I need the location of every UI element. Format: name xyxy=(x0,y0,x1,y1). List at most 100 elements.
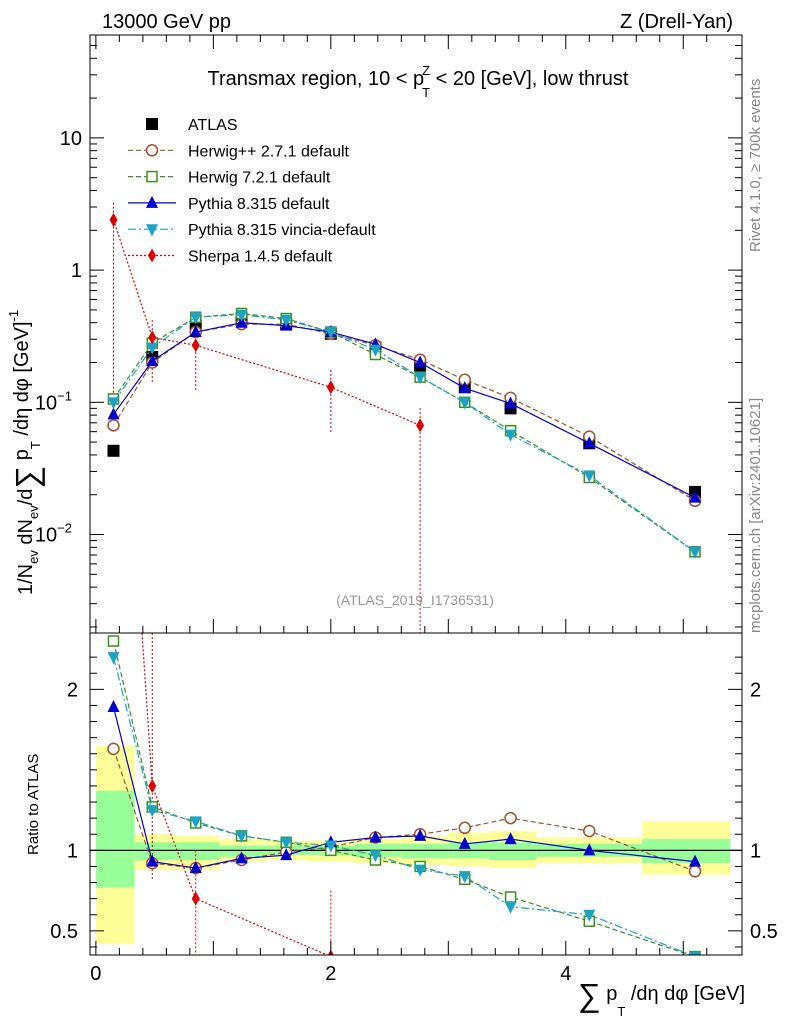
legend-label: Pythia 8.315 vincia-default xyxy=(188,222,376,239)
main-point-pythia-8-315-default xyxy=(583,436,596,449)
legend-label: ATLAS xyxy=(188,117,238,134)
ratio-ytick-label-right: 0.5 xyxy=(750,921,778,943)
ratio-point-pythia-8-315-vincia-default xyxy=(504,901,517,914)
main-point-pythia-8-315-vincia-default xyxy=(146,342,159,355)
main-line-herwig-2-7-1-default xyxy=(112,323,696,502)
ratio-line-pythia-8-315-vincia-default xyxy=(112,657,693,955)
ratio-line-pythia-8-315-default xyxy=(112,706,696,869)
ratio-point-pythia-8-315-default xyxy=(689,854,702,867)
legend-label: Herwig++ 2.7.1 default xyxy=(188,143,350,160)
ratio-ytick-label-right: 1 xyxy=(750,840,761,862)
ratio-point-pythia-8-315-default xyxy=(189,861,202,874)
main-point-sherpa-1-4-5-default xyxy=(109,212,118,227)
main-point-herwig-2-7-1-default xyxy=(107,419,120,432)
main-point-pythia-8-315-default xyxy=(107,407,120,420)
legend-marker xyxy=(146,118,158,130)
band-green xyxy=(219,845,267,857)
ratio-series-pythia-8-315-vincia-default xyxy=(107,652,702,955)
main-ytick-label: 10 xyxy=(60,128,82,150)
ratio-point-pythia-8-315-vincia-default xyxy=(414,864,427,877)
legend-marker xyxy=(145,144,159,157)
main-ytick-label: 10−2 xyxy=(35,521,72,547)
ratio-ytick-label: 2 xyxy=(67,679,78,701)
ratio-point-pythia-8-315-default xyxy=(146,854,159,867)
main-point-pythia-8-315-default xyxy=(458,381,471,394)
xlabel: ∑ pT /dη dφ [GeV] xyxy=(578,977,745,1019)
xtick-label: 2 xyxy=(325,963,336,985)
legend-label: Sherpa 1.4.5 default xyxy=(188,249,333,266)
main-point-pythia-8-315-vincia-default xyxy=(369,344,382,357)
band-green xyxy=(642,839,731,864)
main-point-sherpa-1-4-5-default xyxy=(148,330,157,345)
ratio-point-sherpa-1-4-5-default xyxy=(191,891,200,906)
chart-title: Transmax region, 10 < pZ T < 20 [GeV], lo… xyxy=(208,63,629,100)
ratio-point-pythia-8-315-default xyxy=(583,843,596,856)
main-point-pythia-8-315-vincia-default xyxy=(504,429,517,442)
ratio-ytick-label-right: 2 xyxy=(750,679,761,701)
uncertainty-bands xyxy=(95,745,731,944)
legend-entry-herwig-2-7-1-default: Herwig++ 2.7.1 default xyxy=(128,143,350,160)
main-series-pythia-8-315-default xyxy=(107,315,702,503)
main-point-pythia-8-315-default xyxy=(414,355,427,368)
legend-marker xyxy=(148,248,156,263)
ratio-line-herwig-7-2-1-default xyxy=(112,640,693,955)
ratio-point-pythia-8-315-default xyxy=(369,830,382,843)
ratio-point-pythia-8-315-vincia-default xyxy=(369,850,382,863)
ratio-point-pythia-8-315-default xyxy=(235,851,248,864)
main-series-sherpa-1-4-5-default xyxy=(109,212,425,433)
ratio-point-pythia-8-315-default xyxy=(458,836,471,849)
main-line-pythia-8-315-default xyxy=(113,322,696,499)
main-point-pythia-8-315-default xyxy=(189,325,202,338)
main-point-pythia-8-315-vincia-default xyxy=(414,372,427,385)
ratio-axis-ticks: 0.5 0.5 1 1 2 2 0 2 4 xyxy=(50,656,778,985)
band-green xyxy=(174,842,220,861)
ratio-point-pythia-8-315-vincia-default xyxy=(689,951,702,955)
header-left: 13000 GeV pp xyxy=(102,11,231,33)
ratio-point-pythia-8-315-vincia-default xyxy=(583,909,596,922)
ratio-point-herwig-2-7-1-default xyxy=(107,742,120,756)
ratio-ytick-label: 1 xyxy=(67,840,78,862)
legend-entry-sherpa-1-4-5-default: Sherpa 1.4.5 default xyxy=(128,248,333,266)
ratio-plot-area xyxy=(90,633,742,955)
ratio-point-sherpa-1-4-5-default xyxy=(148,778,157,793)
sherpa-error-bars xyxy=(112,202,421,633)
main-point-pythia-8-315-vincia-default xyxy=(189,312,202,325)
main-point-pythia-8-315-vincia-default xyxy=(280,314,293,327)
main-point-pythia-8-315-default xyxy=(146,354,159,367)
main-point-pythia-8-315-vincia-default xyxy=(235,309,248,322)
header-right: Z (Drell-Yan) xyxy=(620,11,733,33)
band-green xyxy=(401,843,449,859)
legend-label: Herwig 7.2.1 default xyxy=(188,170,331,187)
main-point-pythia-8-315-vincia-default xyxy=(458,397,471,410)
legend: ATLAS Herwig++ 2.7.1 default Herwig 7.2.1 … xyxy=(128,117,376,266)
main-point-pythia-8-315-default xyxy=(504,396,517,409)
ratio-point-pythia-8-315-default xyxy=(280,848,293,861)
legend-label: Pythia 8.315 default xyxy=(188,196,330,213)
ratio-point-pythia-8-315-default xyxy=(414,828,427,841)
band-green xyxy=(489,842,537,861)
ratio-point-herwig-7-2-1-default xyxy=(107,635,120,647)
ratio-series-herwig-7-2-1-default xyxy=(107,635,701,955)
main-line-pythia-8-315-vincia-default xyxy=(113,314,696,553)
ratio-point-pythia-8-315-vincia-default xyxy=(235,830,248,843)
ratio-point-pythia-8-315-vincia-default xyxy=(189,816,202,829)
legend-marker xyxy=(146,170,158,183)
legend-entry-herwig-7-2-1-default: Herwig 7.2.1 default xyxy=(128,170,331,187)
ratio-point-herwig-2-7-1-default xyxy=(458,821,472,835)
ratio-point-herwig-2-7-1-default xyxy=(583,824,596,838)
legend-entry-pythia-8-315-default: Pythia 8.315 default xyxy=(128,195,330,213)
ratio-point-pythia-8-315-default xyxy=(504,832,517,845)
xtick-label: 0 xyxy=(90,963,101,985)
legend-entry-atlas: ATLAS xyxy=(146,117,238,134)
sherpa-ratio-error-bars xyxy=(151,633,332,955)
main-point-pythia-8-315-vincia-default xyxy=(689,546,702,559)
main-series-pythia-8-315-vincia-default xyxy=(107,309,702,559)
main-line-sherpa-1-4-5-default xyxy=(112,219,421,426)
ratio-panel: 0.5 0.5 1 1 2 2 0 2 4 Ratio to ATLAS ∑ pT /dη dφ… xyxy=(25,632,778,1019)
ratio-point-herwig-2-7-1-default xyxy=(504,811,517,825)
rivet-label: Rivet 4.1.0, ≥ 700k events xyxy=(747,79,764,252)
ratio-point-pythia-8-315-default xyxy=(107,700,120,713)
legend-marker xyxy=(146,195,158,208)
main-point-pythia-8-315-vincia-default xyxy=(583,470,596,483)
